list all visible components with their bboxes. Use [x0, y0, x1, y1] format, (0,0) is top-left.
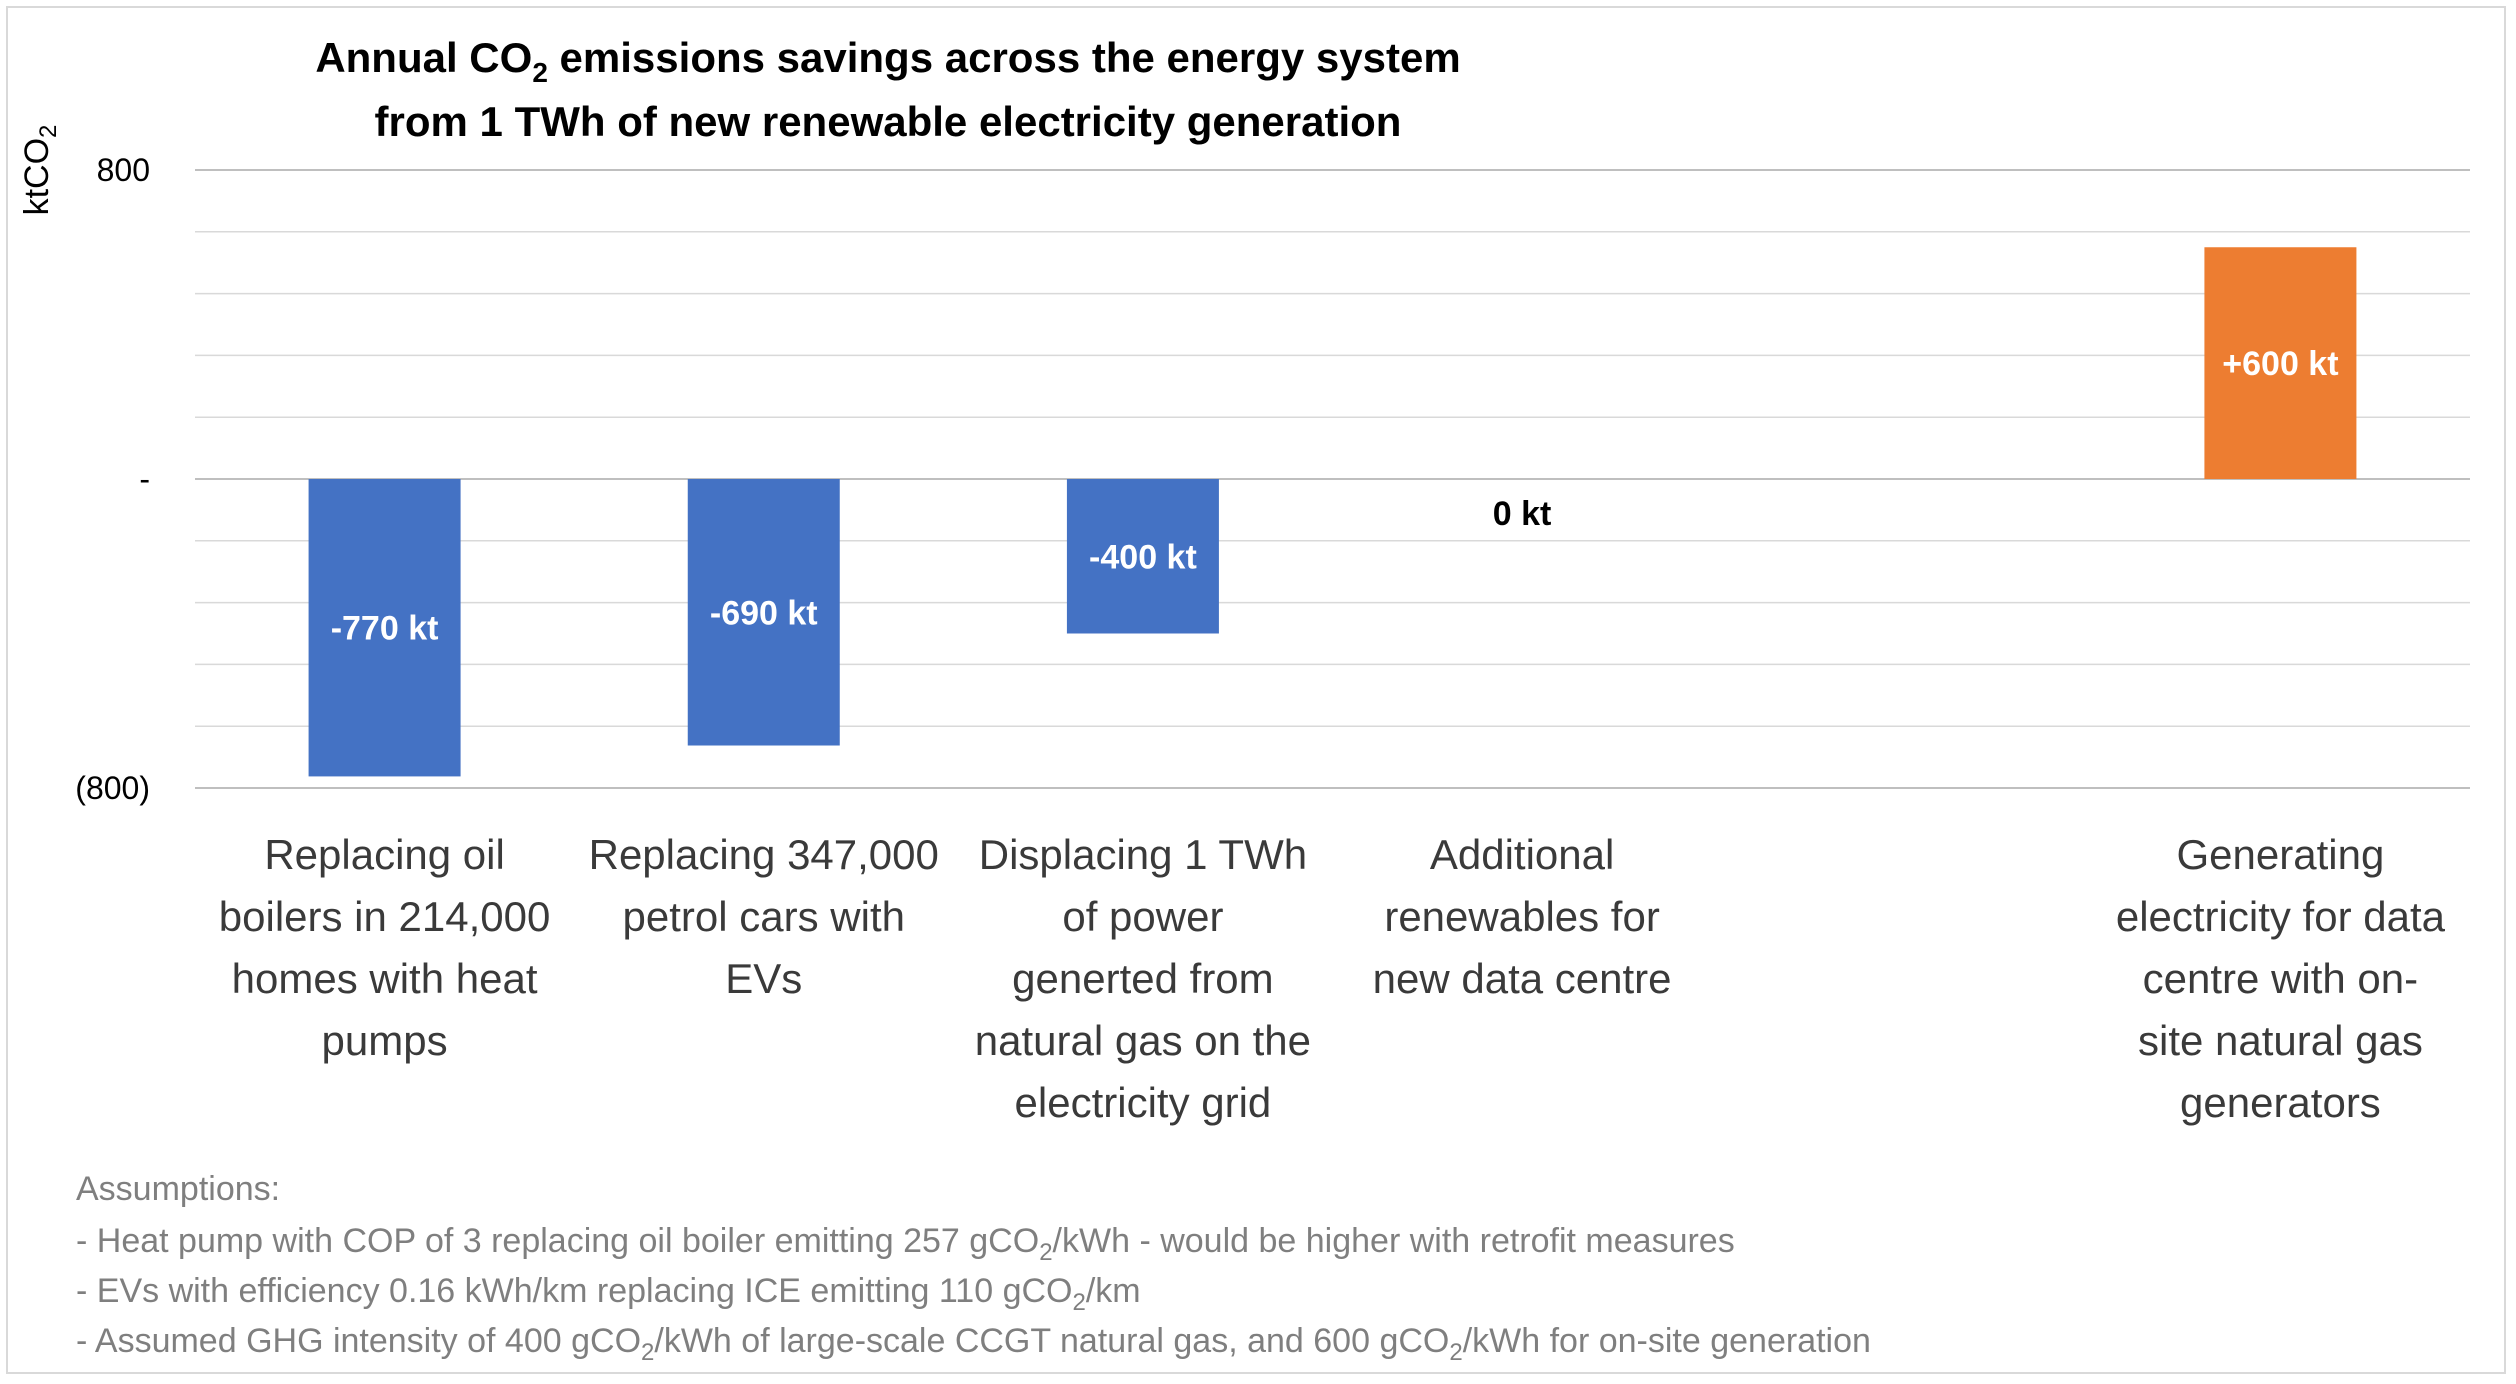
data-label: -690 kt: [710, 594, 818, 632]
category-label: Additional renewables for new data centre: [1373, 831, 1672, 1002]
category-label: Replacing 347,000 petrol cars with EVs: [589, 831, 939, 1002]
chart-title-line2: from 1 TWh of new renewable electricity …: [375, 98, 1402, 145]
assumption-line: - Heat pump with COP of 3 replacing oil …: [76, 1222, 1735, 1266]
bar: [308, 479, 461, 777]
data-labels: -770 kt -690 kt -400 kt 0 kt +600 kt: [331, 345, 2339, 648]
data-label: +600 kt: [2222, 345, 2338, 383]
y-tick-label: -: [139, 461, 150, 497]
y-axis-label: ktCO2: [18, 125, 62, 216]
assumptions-notes: Assumptions: - Heat pump with COP of 3 re…: [76, 1170, 1871, 1366]
bar: [1066, 479, 1219, 634]
chart-title-line1: Annual CO2 emissions savings across the …: [315, 34, 1460, 88]
bar: [2204, 247, 2357, 479]
gridlines: [195, 169, 2470, 789]
data-label: 0 kt: [1493, 495, 1552, 533]
bar: [687, 479, 840, 746]
svg-text:ktCO2: ktCO2: [18, 125, 62, 216]
category-label: Displacing 1 TWh of power generted from nat…: [975, 831, 1311, 1126]
assumption-line: - Assumed GHG intensity of 400 gCO2/kWh …: [76, 1322, 1871, 1366]
data-label: -400 kt: [1089, 538, 1197, 576]
assumptions-heading: Assumptions:: [76, 1170, 280, 1208]
assumption-line: - EVs with efficiency 0.16 kWh/km replac…: [76, 1272, 1141, 1316]
category-labels: Replacing oil boilers in 214,000 homes wit…: [219, 831, 2446, 1126]
bars: [308, 247, 2357, 777]
y-tick-label: 800: [97, 152, 150, 188]
category-label: Generating electricity for data centre wit…: [2116, 831, 2446, 1126]
category-label: Replacing oil boilers in 214,000 homes wit…: [219, 831, 551, 1064]
y-tick-label: (800): [75, 770, 150, 806]
data-label: -770 kt: [331, 610, 439, 648]
y-axis-ticks: 800 - (800): [75, 152, 150, 806]
